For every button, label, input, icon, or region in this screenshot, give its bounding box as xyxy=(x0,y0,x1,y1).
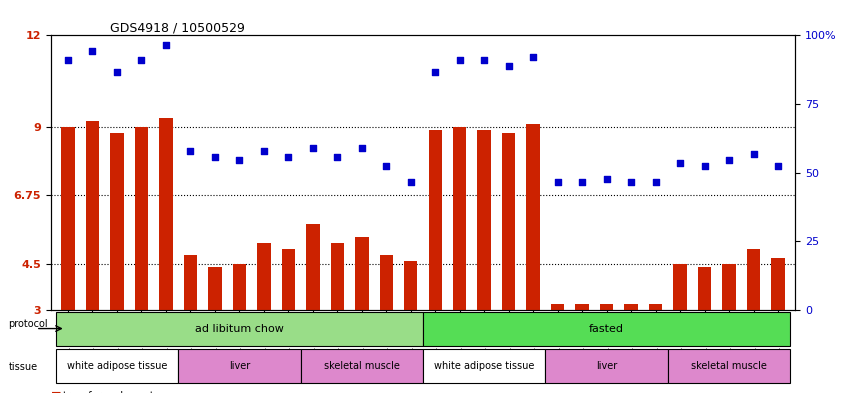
Text: fasted: fasted xyxy=(589,323,624,334)
Point xyxy=(624,178,638,185)
Text: white adipose tissue: white adipose tissue xyxy=(67,361,167,371)
FancyBboxPatch shape xyxy=(56,349,179,383)
Text: transformed count: transformed count xyxy=(63,391,154,393)
Point xyxy=(453,57,466,63)
Bar xyxy=(110,133,124,310)
Bar xyxy=(404,261,417,310)
Point xyxy=(233,157,246,163)
Point xyxy=(722,157,736,163)
FancyBboxPatch shape xyxy=(546,349,667,383)
Bar xyxy=(282,249,295,310)
FancyBboxPatch shape xyxy=(667,349,790,383)
Text: GDS4918 / 10500529: GDS4918 / 10500529 xyxy=(110,21,245,34)
Point xyxy=(649,178,662,185)
Bar xyxy=(649,304,662,310)
Bar xyxy=(159,118,173,310)
Point xyxy=(477,57,491,63)
Bar xyxy=(331,242,344,310)
Text: liver: liver xyxy=(228,361,250,371)
Point xyxy=(110,69,124,75)
Point xyxy=(600,176,613,182)
Bar xyxy=(85,121,99,310)
Point xyxy=(355,145,369,151)
Point xyxy=(551,178,564,185)
Bar xyxy=(673,264,687,310)
Bar xyxy=(61,127,74,310)
Point xyxy=(208,154,222,160)
Bar xyxy=(184,255,197,310)
Bar xyxy=(502,133,515,310)
Bar xyxy=(135,127,148,310)
FancyBboxPatch shape xyxy=(179,349,300,383)
Bar xyxy=(551,304,564,310)
FancyBboxPatch shape xyxy=(423,349,546,383)
Point xyxy=(747,151,761,157)
Point xyxy=(575,178,589,185)
Point xyxy=(135,57,148,63)
Point xyxy=(404,178,418,185)
FancyBboxPatch shape xyxy=(300,349,423,383)
Point xyxy=(85,48,99,54)
Bar xyxy=(233,264,246,310)
Bar xyxy=(526,124,540,310)
Bar xyxy=(429,130,442,310)
Bar xyxy=(698,267,711,310)
Point xyxy=(428,69,442,75)
Text: skeletal muscle: skeletal muscle xyxy=(324,361,399,371)
Bar xyxy=(208,267,222,310)
Point xyxy=(282,154,295,160)
FancyBboxPatch shape xyxy=(56,312,423,345)
Bar xyxy=(772,258,785,310)
Point xyxy=(257,148,271,154)
Point xyxy=(772,163,785,170)
Text: liver: liver xyxy=(596,361,618,371)
Point xyxy=(698,163,711,170)
Point xyxy=(331,154,344,160)
Text: protocol: protocol xyxy=(8,319,48,329)
Bar xyxy=(453,127,466,310)
Point xyxy=(526,53,540,60)
Bar xyxy=(257,242,271,310)
Bar xyxy=(600,304,613,310)
Point xyxy=(61,57,74,63)
Point xyxy=(502,63,515,69)
Bar xyxy=(624,304,638,310)
Bar xyxy=(477,130,491,310)
Bar xyxy=(355,237,369,310)
Text: ■: ■ xyxy=(51,391,61,393)
Bar xyxy=(747,249,761,310)
Text: skeletal muscle: skeletal muscle xyxy=(691,361,767,371)
Bar xyxy=(306,224,320,310)
Point xyxy=(380,163,393,170)
Text: white adipose tissue: white adipose tissue xyxy=(434,361,535,371)
Point xyxy=(184,148,197,154)
Text: tissue: tissue xyxy=(8,362,37,373)
Point xyxy=(159,41,173,48)
FancyBboxPatch shape xyxy=(423,312,790,345)
Point xyxy=(306,145,320,151)
Bar xyxy=(575,304,589,310)
Text: ad libitum chow: ad libitum chow xyxy=(195,323,283,334)
Bar xyxy=(380,255,393,310)
Point xyxy=(673,160,687,167)
Bar xyxy=(722,264,736,310)
